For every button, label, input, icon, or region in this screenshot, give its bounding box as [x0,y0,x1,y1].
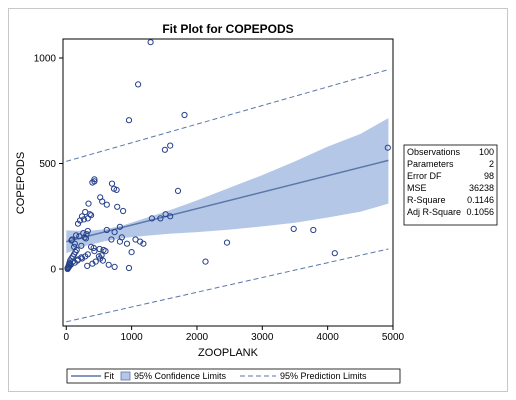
data-point [111,263,118,270]
data-point [140,240,147,247]
x-tick-label: 5000 [382,332,405,343]
stats-value: 98 [484,171,494,181]
data-point [223,239,231,246]
data-point [71,240,78,247]
data-point [290,225,297,232]
data-point [96,245,103,253]
data-point [73,232,80,239]
data-point [132,236,139,243]
data-point [384,144,391,151]
data-point [310,226,317,234]
data-point [167,142,174,149]
data-point [83,231,90,238]
y-tick-label: 500 [39,159,56,170]
data-point [64,265,71,273]
data-point [128,249,135,256]
data-point [81,234,88,241]
stats-label: Parameters [407,159,454,169]
stats-label: Error DF [407,171,442,181]
chart-title: Fit Plot for COPEPODS [162,22,293,36]
data-point [78,242,85,249]
data-point [103,201,110,208]
data-point [92,258,99,265]
data-point [90,244,97,251]
data-point [78,213,86,220]
y-tick-label: 1000 [34,53,57,64]
data-point [85,200,92,207]
data-point [202,258,209,265]
data-point [123,240,131,247]
data-point [174,187,182,194]
data-point [84,262,91,269]
legend-fit-label: Fit [104,371,114,381]
data-point [80,230,87,237]
data-point [91,176,98,183]
stats-box: Observations 100 Parameters 2 Error DF 98 MSE 3… [403,144,498,226]
x-tick-label: 4000 [317,332,340,343]
data-point [99,198,106,205]
stats-value: 2 [489,159,494,169]
stats-value: 0.1056 [466,207,494,217]
data-point [181,111,188,119]
data-point [97,255,104,262]
stats-label: Observations [407,147,461,157]
data-point [102,248,109,255]
data-point [82,235,90,242]
data-point [113,186,120,193]
legend-confidence-swatch [120,371,131,381]
y-axis-title: COPEPODS [15,152,27,214]
stats-label: MSE [407,183,427,193]
x-tick-label: 3000 [251,332,274,343]
data-point [108,180,116,187]
data-point [114,203,121,210]
data-points [64,39,391,273]
data-point [125,117,133,124]
data-point [157,215,164,222]
data-point [147,39,154,46]
stats-value: 0.1146 [467,195,494,205]
x-tick-label: 2000 [186,332,209,343]
data-point [74,220,82,227]
data-point [125,264,133,272]
data-point [73,246,80,254]
stats-label: Adj R-Square [407,207,461,217]
x-tick-label: 0 [63,332,69,343]
data-point [89,179,96,186]
data-point [111,229,118,236]
data-point [105,261,112,268]
data-point [135,81,142,88]
data-point [118,234,125,241]
data-point [167,213,174,220]
x-axis-ticks: 0 1000 2000 3000 4000 5000 [63,326,405,343]
x-axis-title: ZOOPLANK [198,347,259,359]
data-point [91,248,98,255]
data-point [84,215,91,222]
y-tick-label: 0 [50,265,56,276]
data-point [148,215,155,222]
data-point [98,252,105,259]
data-point [116,223,124,230]
data-point [120,207,127,215]
confidence-band [66,118,389,254]
data-point [331,250,338,257]
data-point [68,237,75,244]
stats-label: R-Square [407,195,446,205]
y-axis-ticks: 0 500 1000 [34,53,63,276]
data-point [161,146,168,153]
stats-value: 100 [479,147,494,157]
stats-value: 36238 [469,183,494,193]
data-point [103,226,110,234]
legend-prediction-label: 95% Prediction Limits [280,371,367,381]
data-point [108,236,115,243]
x-tick-label: 1000 [120,332,143,343]
prediction-lower-line [66,248,389,323]
fit-line [66,159,389,243]
legend: Fit 95% Confidence Limits 95% Prediction… [66,368,401,384]
data-point [80,216,88,223]
legend-confidence-label: 95% Confidence Limits [134,371,227,381]
data-point [88,212,95,219]
